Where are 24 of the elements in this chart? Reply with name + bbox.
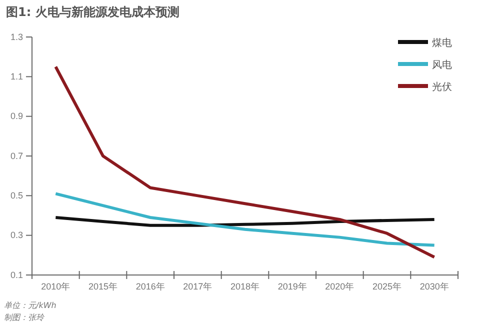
x-tick-label: 2016年 <box>136 281 165 292</box>
x-tick-label: 2025年 <box>372 281 402 292</box>
legend-label: 光伏 <box>432 81 452 93</box>
text: 单位：元/kWh <box>4 301 56 310</box>
x-tick-label: 2015年 <box>88 281 118 292</box>
x-tick-label: 2010年 <box>41 281 70 292</box>
y-tick-label: 0.5 <box>10 190 23 201</box>
y-tick-label: 0.9 <box>10 111 23 122</box>
chart-title: 图1: 火电与新能源发电成本预测 <box>6 5 180 19</box>
x-tick-label: 2019年 <box>278 281 307 292</box>
line-series <box>54 216 436 227</box>
x-tick-label: 2030年 <box>420 281 449 292</box>
line-series <box>54 192 436 247</box>
y-tick-label: 0.1 <box>10 270 23 280</box>
x-tick-label: 2018年 <box>230 281 260 292</box>
y-tick-label: 1.3 <box>10 32 23 42</box>
legend-label: 煤电 <box>432 37 452 49</box>
x-tick-label: 2017年 <box>183 281 212 292</box>
x-tick-label: 2020年 <box>325 281 354 292</box>
y-tick-label: 0.3 <box>10 230 23 240</box>
y-tick-label: 1.1 <box>10 72 23 82</box>
text: 制图：张玲 <box>4 313 45 322</box>
y-tick-label: 0.7 <box>10 150 23 161</box>
legend-label: 风电 <box>432 59 452 71</box>
